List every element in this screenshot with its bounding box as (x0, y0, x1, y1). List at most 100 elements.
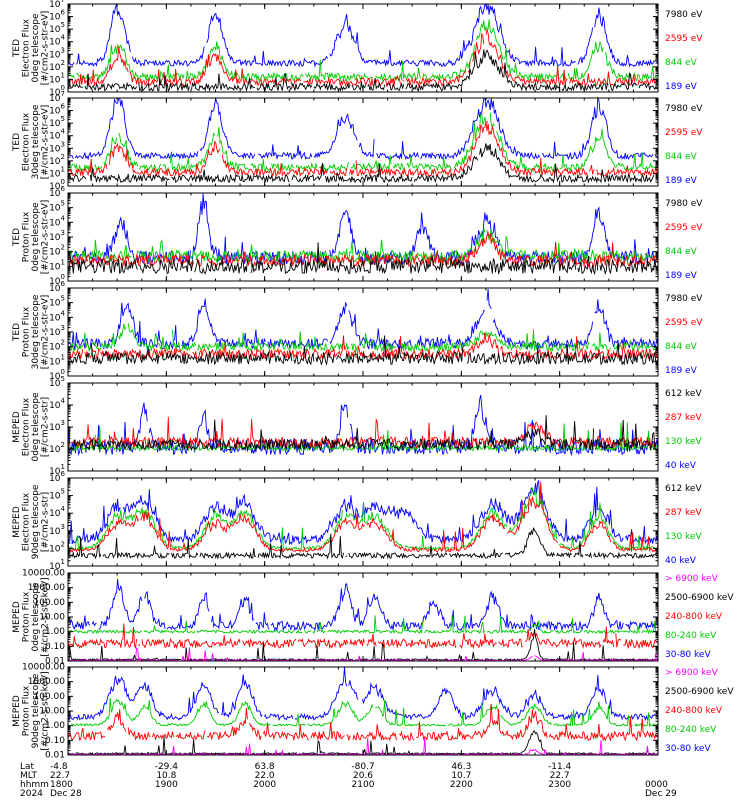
series-line (67, 3, 659, 68)
y-tick-label: 102 (49, 59, 65, 73)
series-line (67, 697, 658, 728)
y-axis-label-line: Electron Flux (21, 112, 31, 171)
x-tick-label: -4.8 (50, 762, 68, 772)
legend-entry: 7980 eV (665, 294, 703, 304)
y-axis-label-line: 0deg telescope (31, 202, 41, 272)
y-tick-label: 105 (49, 200, 65, 214)
panel-frame (67, 287, 659, 377)
y-axis-label-line: Proton Flux (21, 306, 31, 357)
y-tick-label: 104 (49, 214, 65, 228)
x-tick-label: 22.7 (550, 771, 570, 781)
legend-entry: 2595 eV (665, 34, 703, 44)
x-tick-label: 1900 (155, 780, 178, 790)
y-axis-label-line: [#/cm2-s-str-eV] (40, 200, 50, 275)
y-tick-label: 103 (49, 46, 65, 60)
y-axis-label-line: 90deg telescope (31, 484, 41, 559)
y-axis-label: MEPEDElectron Flux0deg telescope[#/cm2-s… (12, 392, 51, 462)
panel-frame (67, 382, 659, 472)
y-axis-label-line: [#/cm2-s-str] (40, 397, 50, 457)
y-tick-label: 103 (49, 419, 65, 433)
legend-entry: 844 eV (665, 342, 698, 352)
y-tick-label: 104 (49, 505, 65, 519)
legend-entry: 240-800 keV (665, 706, 723, 716)
y-tick-label: 104 (49, 397, 65, 411)
series-line (67, 228, 659, 264)
y-tick-label: 1000.00 (28, 677, 65, 687)
y-tick-label: 10000.00 (22, 569, 65, 579)
y-axis-label-line: MEPED (12, 411, 22, 443)
legend-entry: 844 eV (665, 58, 698, 68)
y-axis-label-line: TED (12, 323, 22, 342)
y-tick-label: 103 (49, 140, 65, 154)
y-axis-label-line: TED (12, 228, 22, 247)
y-tick-label: 103 (49, 324, 65, 338)
y-axis-label-line: [#/cm2-s-str-keV] (40, 671, 50, 750)
series-line (67, 49, 659, 93)
legend-entry: 844 eV (665, 152, 698, 162)
y-axis-label: MEPEDProton Flux90deg telescope[#/cm2-s-… (12, 671, 51, 750)
x-tick-label: 2300 (548, 780, 571, 790)
y-tick-label: 1.00 (45, 627, 65, 637)
y-tick-label: 106 (49, 9, 65, 23)
y-tick-label: 100 (49, 84, 65, 98)
y-tick-label: 105 (49, 295, 65, 309)
x-tick-label: 1800 (50, 780, 73, 790)
y-axis-label: TEDProton Flux30deg telescope[#/cm2-s-st… (12, 294, 51, 369)
y-tick-label: 101 (49, 165, 65, 179)
series-line (67, 481, 659, 554)
x-tick-label: 20.6 (353, 771, 373, 781)
x-tick-label: 0000 (645, 780, 668, 790)
y-tick-label: 0.01 (45, 751, 65, 761)
panel-8: 0.010.101.0010.00100.001000.0010000.00ME… (12, 663, 735, 761)
y-axis-label-line: Proton Flux (21, 591, 31, 642)
y-axis-label-line: 30deg telescope (31, 294, 41, 369)
y-tick-label: 100 (49, 178, 65, 192)
legend-entry: 844 eV (665, 247, 698, 257)
y-tick-label: 102 (49, 540, 65, 554)
y-axis-label: MEPEDProton Flux0deg telescope[#/cm2-s-s… (12, 577, 51, 656)
y-axis-label-line: MEPED (12, 601, 22, 633)
legend-entry: > 6900 keV (665, 668, 719, 678)
y-axis-label: TEDElectron Flux0deg telescope[#/cm2-s-s… (12, 11, 51, 86)
x-row-label: MLT (20, 771, 38, 781)
y-tick-label: 101 (49, 353, 65, 367)
legend-entry: 2595 eV (665, 128, 703, 138)
y-tick-label: 0.10 (45, 736, 65, 746)
y-tick-label: 104 (49, 128, 65, 142)
series-line (69, 578, 659, 632)
series-line (67, 143, 659, 184)
legend-entry: 612 keV (665, 389, 702, 399)
series-line (67, 242, 659, 276)
legend-entry: 2595 eV (665, 223, 703, 233)
series-line (67, 479, 659, 546)
series-line (67, 193, 658, 266)
y-tick-label: 103 (49, 229, 65, 243)
y-tick-label: 101 (49, 558, 65, 572)
y-tick-label: 100.00 (34, 598, 66, 608)
legend-entry: 7980 eV (665, 104, 703, 114)
legend-entry: 240-800 keV (665, 612, 723, 622)
x-tick-label: 63.8 (255, 762, 275, 772)
y-tick-label: 107 (49, 0, 65, 10)
y-axis-label: MEPEDElectron Flux90deg telescope[#/cm2-… (12, 484, 51, 559)
y-tick-label: 106 (49, 470, 65, 484)
legend-entry: 189 eV (665, 176, 698, 186)
y-tick-label: 104 (49, 34, 65, 48)
y-axis-label: TEDProton Flux0deg telescope[#/cm2-s-str… (12, 200, 51, 275)
legend-entry: 30-80 keV (665, 650, 711, 660)
y-tick-label: 105 (49, 115, 65, 128)
x-tick-label: 10.8 (156, 771, 176, 781)
y-axis-label-line: Electron Flux (21, 492, 31, 551)
y-tick-label: 0.10 (45, 642, 65, 652)
legend-entry: 7980 eV (665, 10, 703, 20)
x-tick-label: -11.4 (548, 762, 572, 772)
y-axis-label-line: 30deg telescope (31, 104, 41, 179)
y-tick-label: 103 (49, 523, 65, 537)
y-tick-label: 102 (49, 441, 65, 455)
